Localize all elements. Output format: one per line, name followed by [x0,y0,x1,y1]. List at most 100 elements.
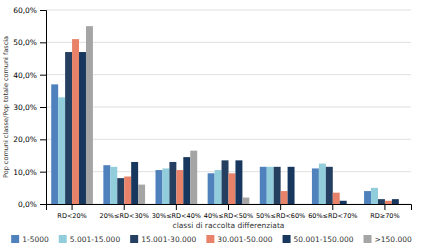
x-tick-mark [72,204,73,210]
y-tick: 10,0% [13,168,46,177]
bar [347,204,354,205]
y-tick: 0,0% [18,200,46,209]
y-tick: 20,0% [13,135,46,144]
y-tick-label: 50,0% [13,38,37,47]
bar [131,162,138,204]
grid [46,10,411,204]
bar-series [86,26,249,204]
grid-line [46,10,411,11]
y-tick-label: 40,0% [13,71,37,80]
bar [190,151,197,204]
legend-item: 5.001-15.000 [59,235,121,244]
bar [281,191,288,204]
bar [319,164,326,204]
bar [183,157,190,204]
bar [288,167,295,204]
bar [378,199,385,204]
x-tick-mark [176,204,177,210]
bar [333,193,340,204]
x-tick: 50%≤RD<60% [256,204,305,220]
bar [110,167,117,204]
y-tick-mark [40,42,46,43]
bar [162,168,169,204]
legend-swatch [283,235,291,243]
legend-swatch [130,235,138,243]
x-tick-mark [124,204,125,210]
bar [340,201,347,204]
legend-item: >150.000 [364,235,413,244]
bar [364,191,371,204]
y-tick: 50,0% [13,38,46,47]
bar [208,173,215,204]
bar [371,188,378,204]
x-tick: 40%≤RD<50% [204,204,253,220]
bar [86,26,93,204]
bar [392,199,399,204]
bar [235,160,242,204]
bar [312,168,319,204]
x-tick: 30%≤RD<40% [152,204,201,220]
x-tick: RD≥70% [370,204,399,220]
x-axis-title: classi di raccolta differenziata [173,221,285,230]
y-tick: 60,0% [13,6,46,15]
bar [65,52,72,204]
x-tick-mark [280,204,281,210]
bar [267,167,274,204]
y-tick-mark [40,75,46,76]
legend-swatch [206,235,214,243]
x-tick-label: 20%≤RD<30% [100,212,149,220]
bar [385,201,392,204]
x-tick-label: RD≥70% [370,212,399,220]
bar [58,97,65,204]
bar-series [65,52,385,204]
y-tick-label: 30,0% [13,103,37,112]
legend-label: 30.001-50.000 [217,235,272,244]
bar [229,173,236,204]
bar [72,39,79,204]
legend: 1-5000 5.001-15.000 15.001-30.000 30.001-50… [11,235,412,244]
bar [215,170,222,204]
bar [169,162,176,204]
x-tick-mark [384,204,385,210]
legend-item: 50.001-150.000 [283,235,354,244]
legend-label: >150.000 [375,235,413,244]
legend-item: 1-5000 [11,235,49,244]
legend-swatch [11,235,19,243]
grid-line [46,107,411,108]
bar [222,160,229,204]
grid-line [46,139,411,140]
x-axis-line [47,205,412,211]
bar-series [79,52,399,204]
bar [295,204,302,205]
y-tick-label: 20,0% [13,135,37,144]
grid-line [46,74,411,75]
bar [103,165,110,204]
bars [51,26,399,204]
x-tick-mark [332,204,333,210]
x-tick: RD<20% [57,204,86,220]
bar [176,170,183,204]
y-tick-mark [40,107,46,108]
bar [260,167,267,204]
bar [51,84,58,204]
bar-series [58,97,378,204]
x-tick-label: RD<20% [57,212,86,220]
x-tick: 60%≤RD<70% [308,204,357,220]
y-tick-mark [40,204,46,205]
bar [138,185,145,204]
bar [79,52,86,204]
legend-item: 15.001-30.000 [130,235,196,244]
x-tick: 20%≤RD<30% [100,204,149,220]
y-tick-mark [40,139,46,140]
legend-label: 15.001-30.000 [141,235,196,244]
y-tick-label: 10,0% [13,168,37,177]
bar-series [72,39,392,204]
y-tick-mark [40,10,46,11]
y-tick-mark [40,172,46,173]
y-tick: 40,0% [13,71,46,80]
plot: 0,0% 10,0% 20,0% 30,0% 40,0% 50,0% 60,0% RD<20%… [2,6,412,230]
y-tick-label: 60,0% [13,6,37,15]
y-axis-title: Pop comuni classe/Pop totale comuni fasc… [2,36,10,178]
y-axis-line [40,11,47,205]
bar [274,167,281,204]
